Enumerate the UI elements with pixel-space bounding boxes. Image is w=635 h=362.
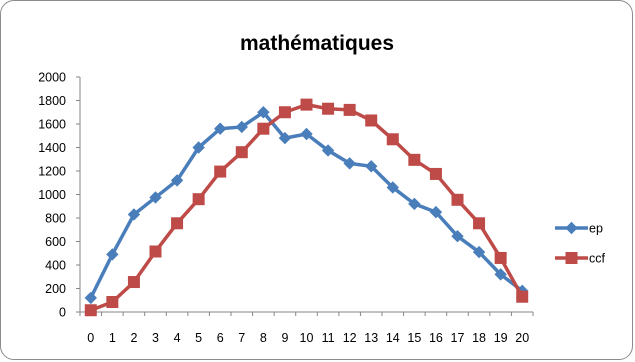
legend-label-ep: ep xyxy=(589,222,603,236)
data-point-ep xyxy=(451,230,464,243)
data-point-ep xyxy=(235,120,248,134)
data-point-ccf xyxy=(278,106,291,119)
y-tick-label: 600 xyxy=(45,235,66,249)
data-point-ep xyxy=(192,141,205,154)
x-tick-label: 0 xyxy=(87,331,94,345)
x-tick-label: 2 xyxy=(130,331,137,345)
y-tick-label: 0 xyxy=(59,306,66,320)
data-point-ccf xyxy=(473,217,486,230)
data-point-ep xyxy=(257,106,270,119)
data-point-ccf xyxy=(365,114,378,127)
data-point-ccf xyxy=(451,193,464,206)
x-tick-label: 8 xyxy=(260,331,267,345)
data-point-ep xyxy=(494,268,507,281)
data-point-ep xyxy=(408,197,421,211)
data-point-ccf xyxy=(106,296,119,309)
data-point-ccf xyxy=(322,102,335,115)
y-tick-label: 200 xyxy=(45,282,66,296)
series-ccf xyxy=(84,98,529,317)
data-point-ccf xyxy=(235,146,248,159)
data-point-ccf xyxy=(257,122,270,135)
x-tick-label: 3 xyxy=(152,331,159,345)
x-tick-label: 1 xyxy=(109,331,116,345)
x-tick-label: 17 xyxy=(451,331,465,345)
x-tick-label: 4 xyxy=(174,331,181,345)
data-point-ccf xyxy=(171,217,184,230)
legend-marker-ccf xyxy=(565,252,578,264)
y-tick-label: 2000 xyxy=(38,71,66,85)
data-point-ep xyxy=(429,205,443,219)
data-point-ep xyxy=(472,245,486,259)
data-point-ccf xyxy=(429,167,442,180)
data-point-ep xyxy=(386,181,399,194)
x-tick-label: 5 xyxy=(195,331,202,345)
chart-title: mathématiques xyxy=(240,32,394,55)
x-tick-label: 13 xyxy=(364,331,378,345)
y-tick-label: 400 xyxy=(45,259,66,273)
legend-marker-ep xyxy=(565,221,578,235)
x-tick-label: 10 xyxy=(300,331,314,345)
data-point-ep xyxy=(214,122,227,135)
x-tick-label: 6 xyxy=(217,331,224,345)
x-tick-label: 7 xyxy=(238,331,245,345)
legend-label-ccf: ccf xyxy=(589,252,606,266)
data-point-ccf xyxy=(300,98,313,111)
data-point-ep xyxy=(127,208,141,221)
data-point-ep xyxy=(84,291,97,305)
data-point-ccf xyxy=(149,245,162,258)
y-tick-label: 1200 xyxy=(38,165,66,179)
y-tick-label: 1800 xyxy=(38,94,66,108)
data-point-ep xyxy=(343,157,356,170)
series-ep xyxy=(84,106,529,305)
x-tick-label: 20 xyxy=(515,331,529,345)
data-point-ccf xyxy=(214,165,227,178)
series-layer xyxy=(84,98,529,317)
data-point-ccf xyxy=(494,251,507,264)
x-tick-label: 19 xyxy=(494,331,508,345)
x-tick-label: 15 xyxy=(407,331,421,345)
data-point-ep xyxy=(321,144,335,157)
data-point-ccf xyxy=(127,276,140,289)
data-point-ep xyxy=(278,131,292,145)
data-point-ccf xyxy=(408,153,421,166)
data-point-ccf xyxy=(192,193,205,206)
data-point-ccf xyxy=(343,103,356,116)
x-tick-label: 12 xyxy=(343,331,357,345)
x-tick-label: 18 xyxy=(472,331,486,345)
y-tick-label: 800 xyxy=(45,212,66,226)
data-point-ccf xyxy=(386,133,399,146)
data-point-ep xyxy=(365,160,378,173)
x-tick-label: 16 xyxy=(429,331,443,345)
legend-item-ccf: ccf xyxy=(555,252,606,266)
data-point-ccf xyxy=(516,290,529,303)
y-tick-label: 1000 xyxy=(38,188,66,202)
data-point-ep xyxy=(170,174,184,187)
data-point-ep xyxy=(300,127,313,141)
data-point-ep xyxy=(149,191,162,204)
legend-item-ep: ep xyxy=(555,222,603,236)
x-tick-label: 14 xyxy=(386,331,400,345)
data-point-ccf xyxy=(84,304,97,317)
x-tick-label: 9 xyxy=(281,331,288,345)
y-tick-label: 1600 xyxy=(38,118,66,132)
legend: ep ccf xyxy=(555,222,606,266)
y-tick-label: 1400 xyxy=(38,141,66,155)
x-tick-label: 11 xyxy=(322,331,335,345)
data-point-ep xyxy=(106,248,119,261)
